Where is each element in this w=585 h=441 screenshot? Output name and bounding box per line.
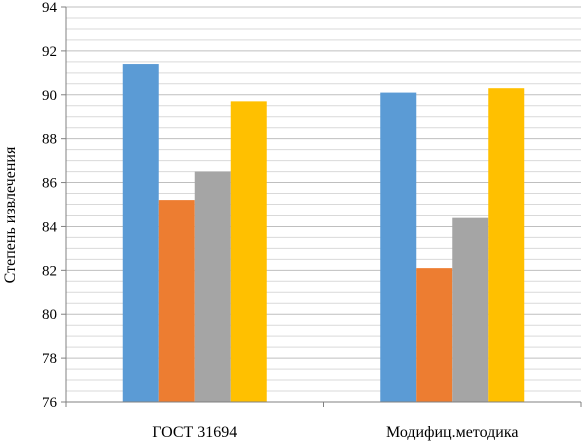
y-axis-label: Степень извлечения bbox=[2, 146, 19, 283]
y-tick-label: 82 bbox=[42, 263, 57, 279]
y-tick-label: 94 bbox=[42, 0, 58, 16]
bar bbox=[452, 217, 489, 402]
y-tick-label: 80 bbox=[42, 307, 57, 323]
bar bbox=[380, 92, 417, 402]
category-label: ГОСТ 31694 bbox=[152, 424, 237, 441]
y-tick-label: 78 bbox=[42, 351, 57, 367]
y-tick-label: 76 bbox=[42, 395, 58, 411]
bar bbox=[488, 88, 525, 402]
y-tick-label: 90 bbox=[42, 88, 57, 104]
axes bbox=[61, 6, 582, 407]
bar bbox=[122, 64, 159, 403]
category-labels: ГОСТ 31694 Модифиц.методика bbox=[152, 424, 518, 441]
y-tick-label: 84 bbox=[42, 219, 58, 235]
bar bbox=[416, 268, 453, 402]
bars bbox=[122, 64, 525, 403]
y-tick-labels: 76 78 80 82 84 86 88 90 92 94 bbox=[42, 0, 58, 411]
y-tick-label: 86 bbox=[42, 176, 58, 192]
y-tick-label: 88 bbox=[42, 132, 57, 148]
y-tick-label: 92 bbox=[42, 44, 57, 60]
bar bbox=[194, 171, 231, 402]
bar bbox=[230, 101, 267, 402]
category-label: Модифиц.методика bbox=[386, 424, 518, 441]
bar bbox=[158, 200, 195, 402]
